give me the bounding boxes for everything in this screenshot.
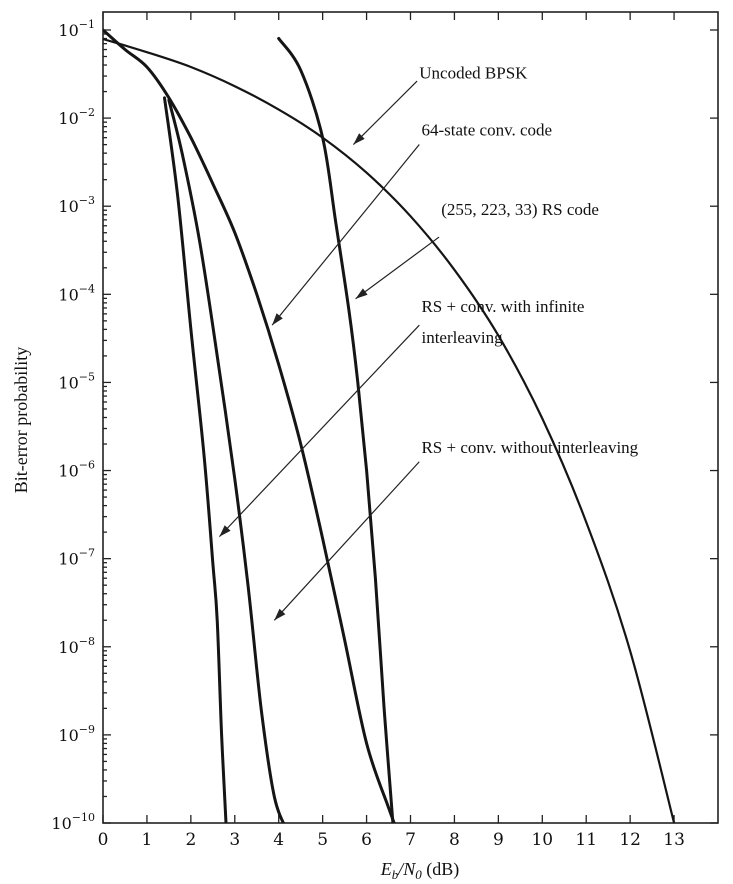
- x-tick-label: 3: [229, 830, 240, 850]
- annotation-arrowhead: [219, 525, 231, 537]
- x-tick-label: 5: [317, 830, 328, 850]
- x-tick-label: 2: [185, 830, 196, 850]
- x-tick-label: 8: [449, 830, 460, 850]
- x-tick-label: 11: [575, 830, 597, 850]
- x-tick-label: 6: [361, 830, 372, 850]
- axis-ticks: 0 1 2 3 4 5 6 7 8 9 10 11 12 1310−110−210−310−410−510…: [51, 12, 718, 850]
- uncoded-bpsk-curve: [103, 37, 676, 823]
- annotation-conv-code: 64-state conv. code: [421, 121, 552, 140]
- x-tick-label: 7: [405, 830, 416, 850]
- x-axis-label: Eb/N0 (dB): [380, 859, 460, 882]
- y-tick-label: 10−2: [58, 106, 95, 128]
- y-tick-label: 10−5: [58, 370, 95, 392]
- y-tick-label: 10−4: [58, 282, 95, 304]
- rs-conv-infinite-curve: [163, 96, 228, 823]
- y-axis-label: Bit-error probability: [11, 347, 31, 493]
- data-curves: [103, 28, 676, 823]
- annotation-arrowhead: [272, 313, 283, 326]
- x-axis-label-text: Eb/N0 (dB): [380, 859, 460, 882]
- rs-code-curve: [277, 37, 395, 823]
- conv-code-curve: [103, 28, 396, 823]
- y-tick-label: 10−8: [58, 635, 95, 657]
- annotations: Uncoded BPSK 64-state conv. code (255, 223…: [218, 63, 639, 621]
- y-tick-label: 10−6: [58, 459, 95, 481]
- annotation-arrow: [352, 80, 418, 145]
- rs-conv-no-interleave-curve: [167, 98, 286, 823]
- y-tick-label: 10−1: [58, 18, 95, 40]
- annotation-rs-conv-no-interleave: RS + conv. without interleaving: [421, 438, 638, 457]
- annotation-arrow: [271, 144, 420, 326]
- x-tick-label: 9: [493, 830, 504, 850]
- annotation-interleaving: interleaving: [421, 328, 503, 347]
- x-tick-label: 12: [619, 830, 641, 850]
- plot-frame: [102, 11, 719, 824]
- x-tick-label: 4: [273, 830, 284, 850]
- annotation-rs-conv-infinite: RS + conv. with infinite: [421, 297, 584, 316]
- annotation-rs-code: (255, 223, 33) RS code: [441, 200, 599, 219]
- y-tick-label: 10−10: [51, 811, 95, 833]
- annotation-arrow: [218, 324, 420, 538]
- annotation-arrowhead: [274, 608, 286, 621]
- y-tick-label: 10−3: [58, 194, 95, 216]
- y-tick-label: 10−7: [58, 547, 95, 569]
- annotation-arrow: [355, 236, 440, 300]
- annotation-arrowhead: [355, 288, 368, 299]
- x-tick-label: 0: [98, 830, 109, 850]
- annotation-arrow: [273, 461, 420, 621]
- x-tick-label: 10: [531, 830, 553, 850]
- x-tick-label: 1: [142, 830, 153, 850]
- x-tick-label: 13: [663, 830, 685, 850]
- plot-border: [102, 11, 719, 824]
- y-tick-label: 10−9: [58, 723, 95, 745]
- annotation-uncoded-bpsk: Uncoded BPSK: [419, 63, 528, 82]
- annotation-arrowhead: [353, 133, 365, 145]
